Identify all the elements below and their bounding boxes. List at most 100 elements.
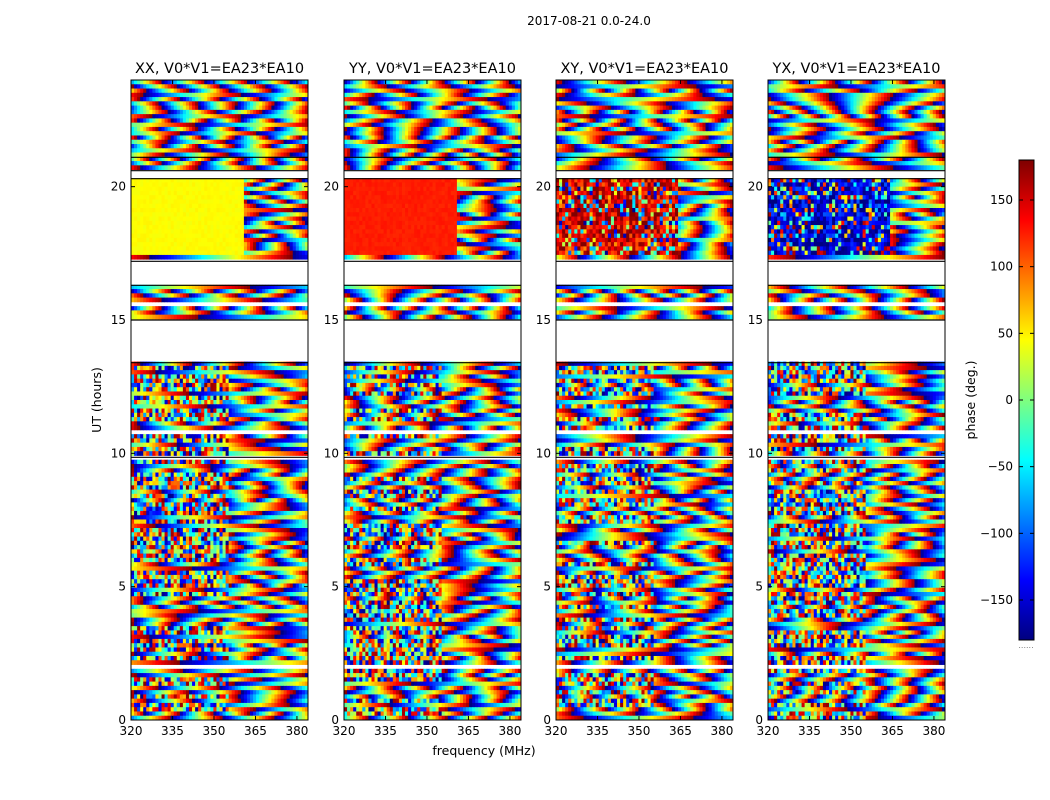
waterfall-cell	[298, 242, 303, 247]
waterfall-cell	[140, 220, 144, 226]
waterfall-cell	[131, 442, 135, 448]
waterfall-cell	[240, 421, 245, 426]
waterfall-cell	[295, 250, 300, 256]
waterfall-cell	[137, 246, 141, 252]
waterfall-cell	[176, 109, 181, 115]
waterfall-cell	[155, 92, 159, 98]
waterfall-cell	[274, 468, 278, 473]
waterfall-cell	[289, 391, 294, 397]
waterfall-cell	[134, 216, 138, 222]
waterfall-cell	[277, 446, 281, 452]
waterfall-cell	[170, 498, 175, 503]
waterfall-cell	[304, 225, 308, 230]
waterfall-cell	[207, 250, 211, 256]
waterfall-cell	[268, 434, 272, 439]
waterfall-cell	[295, 412, 300, 418]
waterfall-cell	[179, 88, 184, 94]
waterfall-cell	[143, 144, 147, 149]
waterfall-cell	[289, 459, 294, 465]
waterfall-cell	[195, 84, 199, 89]
waterfall-cell	[268, 361, 272, 367]
waterfall-cell	[201, 178, 205, 183]
waterfall-cell	[210, 481, 214, 486]
waterfall-cell	[192, 425, 196, 431]
waterfall-cell	[240, 446, 245, 452]
waterfall-row	[131, 425, 308, 431]
waterfall-cell	[195, 152, 199, 158]
waterfall-cell	[262, 148, 266, 153]
waterfall-cell	[234, 498, 239, 503]
waterfall-cell	[198, 109, 202, 115]
waterfall-cell	[234, 528, 239, 533]
waterfall-cell	[149, 229, 153, 234]
waterfall-cell	[188, 425, 193, 431]
waterfall-cell	[271, 118, 275, 124]
waterfall-cell	[246, 186, 251, 192]
waterfall-cell	[146, 109, 150, 115]
waterfall-cell	[265, 220, 269, 226]
waterfall-cell	[283, 101, 288, 106]
waterfall-cell	[265, 195, 269, 200]
waterfall-cell	[167, 114, 172, 119]
waterfall-cell	[219, 421, 223, 426]
waterfall-cell	[204, 152, 208, 158]
waterfall-cell	[143, 92, 147, 98]
waterfall-cell	[179, 459, 184, 465]
waterfall-cell	[250, 370, 254, 375]
waterfall-cell	[140, 118, 144, 124]
waterfall-cell	[161, 481, 165, 486]
waterfall-cell	[182, 459, 187, 465]
waterfall-cell	[173, 92, 178, 98]
waterfall-cell	[280, 417, 284, 422]
waterfall-cell	[280, 314, 284, 320]
waterfall-cell	[207, 374, 211, 380]
waterfall-cell	[280, 161, 284, 166]
waterfall-cell	[185, 476, 190, 482]
waterfall-cell	[222, 195, 226, 200]
waterfall-cell	[222, 498, 226, 503]
waterfall-cell	[137, 114, 141, 119]
waterfall-cell	[240, 97, 245, 102]
waterfall-cell	[304, 216, 308, 222]
waterfall-cell	[253, 378, 257, 384]
waterfall-cell	[134, 387, 138, 392]
waterfall-cell	[137, 186, 141, 192]
waterfall-cell	[207, 425, 211, 431]
waterfall-cell	[164, 425, 169, 431]
waterfall-cell	[131, 306, 135, 311]
waterfall-cell	[210, 365, 214, 371]
waterfall-cell	[231, 387, 236, 392]
waterfall-cell	[207, 502, 211, 508]
waterfall-cell	[231, 493, 236, 499]
waterfall-cell	[192, 451, 196, 456]
waterfall-cell	[271, 233, 275, 239]
waterfall-cell	[222, 216, 226, 222]
waterfall-cell	[185, 203, 190, 209]
waterfall-cell	[192, 182, 196, 188]
waterfall-cell	[222, 489, 226, 495]
waterfall-cell	[140, 237, 144, 243]
waterfall-cell	[228, 382, 233, 388]
waterfall-cell	[289, 161, 294, 166]
waterfall-cell	[198, 408, 202, 414]
waterfall-cell	[173, 148, 178, 153]
waterfall-cell	[234, 297, 239, 303]
waterfall-cell	[143, 289, 147, 294]
waterfall-cell	[182, 464, 187, 469]
waterfall-cell	[134, 97, 138, 102]
waterfall-cell	[268, 523, 272, 529]
waterfall-cell	[134, 434, 138, 439]
waterfall-cell	[234, 468, 239, 473]
waterfall-cell	[201, 182, 205, 188]
waterfall-cell	[295, 404, 300, 409]
waterfall-cell	[140, 190, 144, 196]
waterfall-cell	[192, 246, 196, 252]
waterfall-cell	[289, 203, 294, 209]
waterfall-cell	[164, 297, 169, 303]
waterfall-cell	[143, 97, 147, 102]
waterfall-cell	[198, 438, 202, 444]
waterfall-cell	[271, 382, 275, 388]
waterfall-cell	[146, 382, 150, 388]
waterfall-cell	[198, 434, 202, 439]
waterfall-cell	[280, 250, 284, 256]
